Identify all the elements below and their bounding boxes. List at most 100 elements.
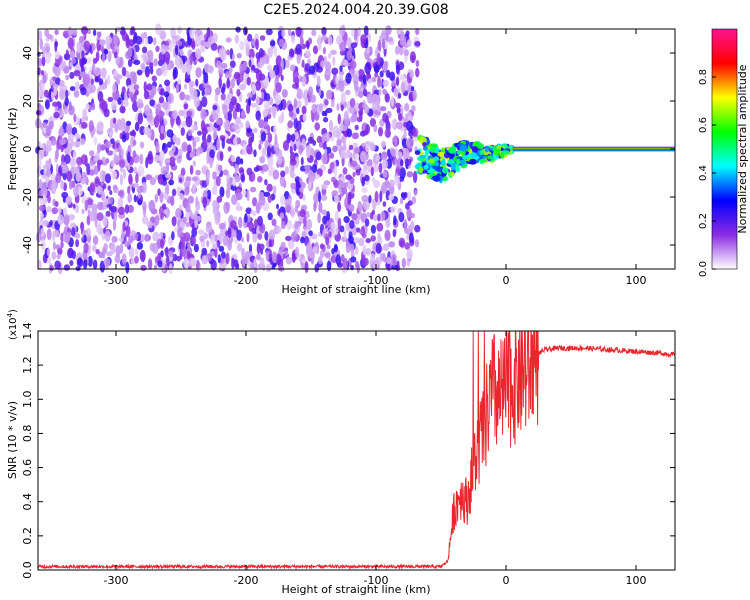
spectrogram-cell	[166, 141, 172, 148]
spectrogram-cell	[212, 113, 219, 121]
spectrogram-cell	[470, 152, 477, 159]
spectrogram-cell	[271, 251, 277, 264]
spectrogram-cell	[370, 166, 374, 177]
spectrogram-cell	[70, 50, 75, 59]
spectrogram-cell	[231, 257, 235, 270]
spectrogram-cell	[382, 88, 387, 95]
spectrogram-cell	[299, 186, 304, 193]
spectrogram-cell	[480, 158, 488, 163]
spectrogram-cell	[279, 174, 286, 187]
spectrogram-cell	[246, 128, 253, 134]
x-tick-label: -100	[364, 274, 389, 287]
spectrogram-cell	[95, 249, 100, 255]
spectrogram-cell	[245, 120, 250, 128]
spectrogram-cell	[113, 69, 118, 78]
spectrogram-cell	[347, 148, 351, 159]
spectrogram-cell	[215, 175, 221, 187]
spectrogram-cell	[391, 148, 396, 158]
spectrogram-cell	[274, 133, 278, 145]
spectrogram-cell	[54, 29, 59, 35]
spectrogram-cell	[187, 129, 193, 137]
spectrogram-cell	[349, 219, 355, 229]
spectrogram-cell	[117, 97, 122, 105]
spectrogram-cell	[345, 89, 351, 96]
spectrogram-cell	[75, 204, 80, 214]
spectrogram-cell	[410, 212, 415, 219]
spectrogram-cell	[471, 146, 479, 154]
spectrogram-cell	[130, 26, 136, 35]
spectrogram-cell	[221, 138, 225, 149]
spectrogram-cell	[92, 259, 98, 270]
spectrogram-cell	[362, 74, 367, 85]
spectrogram-cell	[299, 114, 304, 123]
spectrogram-cell	[66, 123, 73, 135]
spectrogram-cell	[132, 150, 137, 158]
spectrogram-cell	[255, 110, 261, 121]
spectrogram-cell	[278, 149, 283, 159]
spectrogram-cell	[256, 253, 261, 261]
spectrogram-cell	[51, 207, 58, 215]
spectrogram-cell	[367, 93, 374, 104]
spectrogram-cell	[327, 53, 332, 59]
spectrogram-cell	[378, 162, 383, 174]
spectrogram-cell	[187, 195, 194, 204]
spectrogram-cell	[323, 132, 331, 142]
spectrogram-cell	[176, 185, 180, 197]
spectrogram-cell	[290, 182, 296, 190]
spectrogram-cell	[336, 179, 344, 190]
spectrogram-cell	[267, 156, 274, 168]
spectrogram-cell	[121, 30, 128, 42]
y-tick-label: 20	[21, 94, 34, 108]
spectrogram-cell	[264, 101, 271, 111]
spectrogram-cell	[379, 190, 383, 203]
spectrogram-cell	[313, 201, 317, 212]
spectrogram-cell	[392, 229, 397, 238]
spectrogram-cell	[186, 110, 193, 117]
spectrogram-cell	[370, 253, 376, 262]
spectrogram-cell	[72, 203, 76, 209]
spectrogram-cell	[210, 234, 216, 245]
spectrogram-cell	[137, 165, 145, 178]
spectrogram-cell	[137, 102, 144, 109]
spectrogram-cell	[105, 173, 111, 184]
spectrogram-cell	[392, 256, 396, 268]
spectrogram-cell	[332, 145, 338, 153]
spectrogram-cell	[414, 239, 420, 248]
spectrogram-cell	[359, 130, 366, 137]
spectrogram-cell	[73, 90, 80, 98]
spectrogram-cell	[322, 215, 328, 225]
spectrogram-cell	[186, 65, 191, 76]
spectrogram-cell	[267, 132, 273, 143]
spectrogram-cell	[68, 214, 75, 221]
spectrogram-cell	[75, 171, 82, 182]
spectrogram-cell	[54, 201, 59, 207]
spectrogram-cell	[316, 75, 321, 87]
spectrogram-cell	[345, 72, 352, 84]
spectrogram-cell	[440, 158, 446, 166]
spectrogram-cell	[143, 90, 149, 100]
spectrogram-cell	[188, 80, 195, 88]
spectrogram-cell	[83, 40, 91, 52]
spectrogram-cell	[159, 150, 165, 162]
spectrogram-cell	[288, 28, 292, 37]
spectrogram-cell	[219, 151, 224, 162]
spectrogram-cell	[193, 96, 200, 108]
spectrogram-cell	[249, 186, 257, 193]
spectrogram-cell	[456, 158, 461, 165]
spectrogram-cell	[203, 72, 209, 84]
spectrogram-cell	[135, 35, 143, 45]
spectrogram-cell	[46, 206, 52, 213]
spectrogram-cell	[80, 87, 87, 96]
spectrogram-cell	[103, 49, 109, 55]
spectrogram-cell	[92, 244, 97, 252]
spectrogram-cell	[284, 250, 289, 256]
spectrogram-cell	[133, 194, 137, 203]
spectrogram-cell	[421, 169, 428, 174]
spectrogram-cell	[187, 35, 192, 46]
spectrogram-cell	[105, 210, 111, 217]
spectrogram-cell	[265, 55, 270, 65]
spectrogram-cell	[85, 57, 92, 64]
spectrogram-cell	[201, 127, 208, 136]
spectrogram-cell	[407, 158, 412, 166]
spectrogram-cell	[195, 78, 199, 87]
